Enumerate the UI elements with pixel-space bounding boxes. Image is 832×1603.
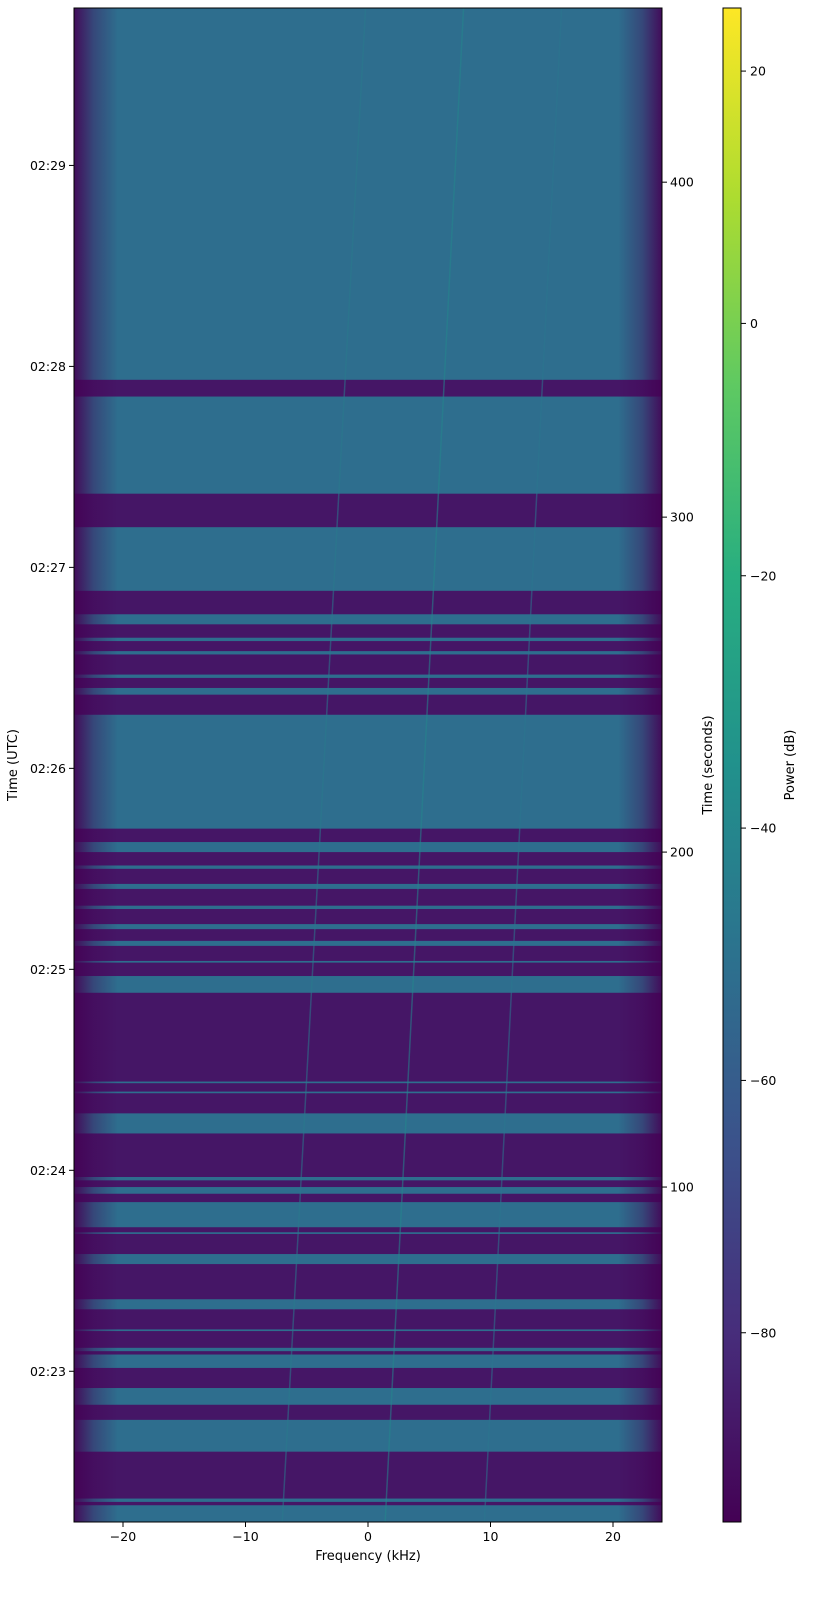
spectrogram-plot xyxy=(74,8,662,1522)
quiet-band xyxy=(74,379,662,397)
quiet-band xyxy=(74,1193,662,1203)
quiet-band xyxy=(74,1351,662,1355)
right-edge-rolloff xyxy=(618,8,662,1522)
quiet-band xyxy=(74,992,662,1051)
seconds-tick-label: 100 xyxy=(670,1180,694,1195)
quiet-band xyxy=(74,1367,662,1389)
quiet-band xyxy=(74,962,662,977)
left-time-axis: 02:23 02:24 02:25 02:26 02:27 02:28 02:29 xyxy=(30,158,74,1379)
quiet-band xyxy=(74,493,662,528)
band-layer xyxy=(74,8,662,1522)
quiet-band xyxy=(74,852,662,866)
utc-tick-label: 02:23 xyxy=(30,1364,66,1379)
colorbar-tick-label: −40 xyxy=(750,821,776,836)
quiet-band xyxy=(74,1227,662,1233)
quiet-band xyxy=(74,945,662,961)
quiet-band xyxy=(74,1451,662,1499)
utc-tick-label: 02:28 xyxy=(30,359,66,374)
x-tick-label: 20 xyxy=(605,1529,621,1544)
left-edge-rolloff xyxy=(74,8,118,1522)
colorbar-gradient xyxy=(722,7,742,1523)
tone-layer xyxy=(281,8,563,1522)
quiet-band xyxy=(74,624,662,638)
seconds-tick-label: 400 xyxy=(670,175,694,190)
colorbar-tick-label: 0 xyxy=(750,316,758,331)
quiet-band xyxy=(74,1331,662,1348)
quiet-band xyxy=(74,677,662,688)
seconds-tick-label: 300 xyxy=(670,510,694,525)
quiet-band xyxy=(74,888,662,906)
quiet-band xyxy=(74,641,662,652)
colorbar-tick-label: −20 xyxy=(750,568,776,583)
left-axis-label: Time (UTC) xyxy=(6,729,21,802)
quiet-band xyxy=(74,929,662,941)
right-time-axis: 100 200 300 400 xyxy=(662,175,694,1195)
quiet-band xyxy=(74,868,662,884)
quiet-band xyxy=(74,1264,662,1300)
seconds-tick-label: 200 xyxy=(670,845,694,860)
colorbar-tick-label: −80 xyxy=(750,1325,776,1340)
quiet-band xyxy=(74,1404,662,1420)
tone-trace xyxy=(281,8,367,1522)
quiet-band xyxy=(74,1180,662,1188)
quiet-band xyxy=(74,1093,662,1114)
quiet-band xyxy=(74,1233,662,1255)
colorbar-tick-label: 20 xyxy=(750,64,766,79)
quiet-band xyxy=(74,1083,662,1092)
utc-tick-label: 02:25 xyxy=(30,962,66,977)
x-tick-label: 0 xyxy=(364,1529,372,1544)
quiet-band xyxy=(74,1309,662,1330)
utc-tick-label: 02:27 xyxy=(30,560,66,575)
quiet-band xyxy=(74,1049,662,1082)
x-tick-label: 10 xyxy=(483,1529,499,1544)
quiet-band xyxy=(74,1133,662,1177)
quiet-band xyxy=(74,694,662,715)
quiet-band xyxy=(74,828,662,843)
right-axis-label: Time (seconds) xyxy=(701,715,716,815)
utc-tick-label: 02:24 xyxy=(30,1163,66,1178)
utc-tick-label: 02:29 xyxy=(30,158,66,173)
colorbar-ticks: −80 −60 −40 −20 0 20 xyxy=(741,64,776,1340)
x-tick-label: −10 xyxy=(232,1529,258,1544)
x-axis-label: Frequency (kHz) xyxy=(315,1549,421,1564)
quiet-band xyxy=(74,654,662,675)
colorbar-label: Power (dB) xyxy=(783,730,798,801)
colorbar: −80 −60 −40 −20 0 20 xyxy=(722,7,776,1523)
colorbar-tick-label: −60 xyxy=(750,1073,776,1088)
utc-tick-label: 02:26 xyxy=(30,761,66,776)
quiet-band xyxy=(74,1501,662,1506)
tone-trace xyxy=(384,8,465,1522)
x-axis: −20 −10 0 10 20 xyxy=(110,1522,621,1544)
quiet-band xyxy=(74,909,662,925)
x-tick-label: −20 xyxy=(110,1529,136,1544)
tone-trace xyxy=(483,8,563,1522)
quiet-band xyxy=(74,590,662,615)
